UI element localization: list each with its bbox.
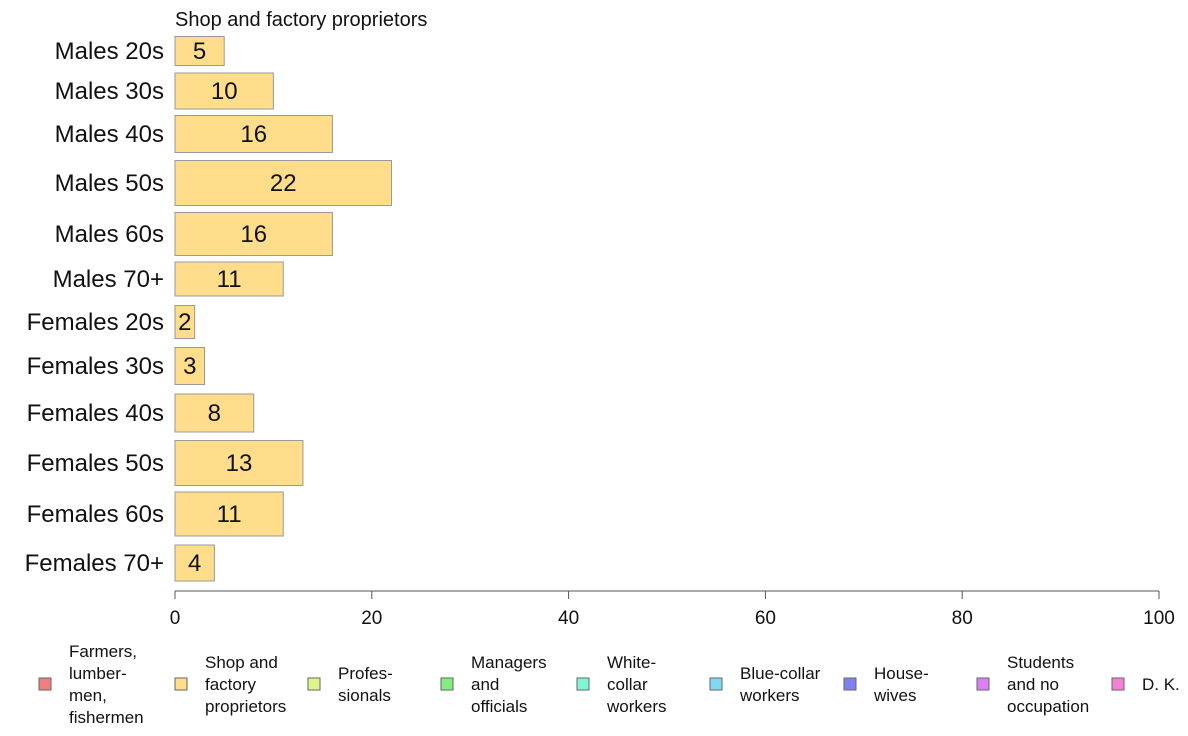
legend-label: officials bbox=[471, 697, 527, 716]
legend-label: Profes- bbox=[338, 664, 393, 683]
bar bbox=[174, 544, 215, 582]
bar bbox=[174, 440, 304, 486]
bar-value-label: 2 bbox=[178, 309, 191, 336]
bar bbox=[174, 261, 284, 297]
legend-label: Shop and bbox=[205, 653, 278, 672]
x-tick-label: 60 bbox=[755, 608, 776, 629]
legend-label: and no bbox=[1007, 675, 1059, 694]
bar bbox=[174, 115, 333, 153]
bar-value-label: 11 bbox=[217, 266, 242, 293]
category-label: Males 20s bbox=[55, 38, 164, 65]
legend-swatch bbox=[38, 677, 52, 691]
bar-value-label: 16 bbox=[240, 221, 267, 248]
category-label: Males 70+ bbox=[53, 266, 164, 293]
x-tick-label: 80 bbox=[952, 608, 973, 629]
legend-label: and bbox=[471, 675, 499, 694]
legend-label: lumber- bbox=[69, 664, 127, 683]
legend-label: factory bbox=[205, 675, 257, 694]
x-axis: 0 20 40 60 80 100 bbox=[170, 590, 1175, 629]
legend-label: White- bbox=[607, 653, 656, 672]
bar bbox=[174, 160, 392, 206]
legend-swatch bbox=[440, 677, 454, 691]
bar-value-label: 5 bbox=[193, 38, 206, 65]
category-label: Females 30s bbox=[27, 353, 164, 380]
category-label: Males 40s bbox=[55, 121, 164, 148]
legend-swatch bbox=[843, 677, 857, 691]
category-label: Females 20s bbox=[27, 309, 164, 336]
x-tick-label: 20 bbox=[361, 608, 382, 629]
category-label: Males 30s bbox=[55, 78, 164, 105]
bar bbox=[174, 491, 284, 537]
legend-swatch bbox=[1111, 677, 1125, 691]
legend-label: fishermen bbox=[69, 708, 144, 727]
legend-label: workers bbox=[739, 686, 800, 705]
legend-label: wives bbox=[873, 686, 917, 705]
bar-value-label: 22 bbox=[270, 170, 297, 197]
bars-group: Males 20s 5 Males 30s 10 Males 40s 16 Males 50… bbox=[25, 36, 392, 582]
legend-label: Students bbox=[1007, 653, 1074, 672]
bar bbox=[174, 347, 206, 385]
legend-label: Managers bbox=[471, 653, 547, 672]
legend-label: occupation bbox=[1007, 697, 1089, 716]
chart-subtitle: Shop and factory proprietors bbox=[175, 9, 427, 31]
x-tick-label: 0 bbox=[170, 608, 181, 629]
category-label: Males 60s bbox=[55, 221, 164, 248]
bar-value-label: 4 bbox=[188, 550, 201, 577]
category-label: Females 60s bbox=[27, 501, 164, 528]
legend-swatch bbox=[307, 677, 321, 691]
bar bbox=[174, 72, 274, 110]
bar bbox=[174, 305, 196, 339]
legend-label: men, bbox=[69, 686, 107, 705]
category-label: Females 50s bbox=[27, 450, 164, 477]
bar bbox=[174, 36, 225, 66]
category-label: Males 50s bbox=[55, 170, 164, 197]
legend-swatch bbox=[174, 677, 188, 691]
legend-label: House- bbox=[874, 664, 929, 683]
legend-label: proprietors bbox=[205, 697, 286, 716]
legend-label: Farmers, bbox=[69, 642, 137, 661]
category-label: Females 40s bbox=[27, 400, 164, 427]
bar-value-label: 16 bbox=[240, 121, 267, 148]
category-label: Females 70+ bbox=[25, 550, 164, 577]
legend: Farmers, lumber-men, fishermen Shop and fact… bbox=[38, 642, 1180, 727]
x-tick-label: 100 bbox=[1143, 608, 1175, 629]
x-tick-label: 40 bbox=[558, 608, 579, 629]
legend-label: D. K. bbox=[1142, 675, 1180, 694]
legend-label: Blue-collar bbox=[740, 664, 821, 683]
legend-label: workers bbox=[606, 697, 667, 716]
bar bbox=[174, 212, 333, 256]
legend-label: sionals bbox=[338, 686, 391, 705]
bar-value-label: 8 bbox=[208, 400, 221, 427]
bar-value-label: 10 bbox=[211, 78, 238, 105]
legend-swatch bbox=[576, 677, 590, 691]
legend-swatch bbox=[976, 677, 990, 691]
legend-label: collar bbox=[607, 675, 648, 694]
bar-value-label: 13 bbox=[226, 450, 253, 477]
bar-value-label: 3 bbox=[183, 353, 196, 380]
bar bbox=[174, 393, 255, 433]
legend-swatch bbox=[709, 677, 723, 691]
bar-value-label: 11 bbox=[217, 501, 242, 528]
